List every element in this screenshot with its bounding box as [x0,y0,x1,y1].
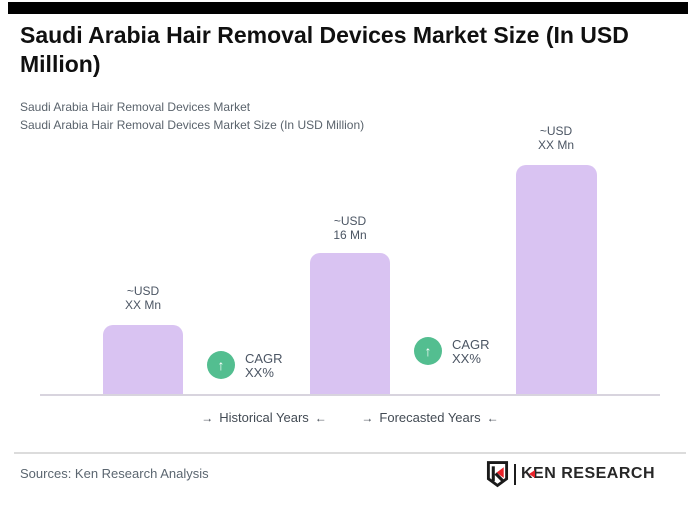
axis-label-forecasted-years: → Forecasted Years ← [361,410,498,425]
page-title: Saudi Arabia Hair Removal Devices Market… [20,22,629,77]
arrow-left-icon: ← [486,410,499,425]
cagr-text: CAGR [452,337,490,352]
arrow-right-icon: → [361,410,374,425]
arrow-left-icon: ← [314,410,327,425]
bar-label-line: 16 Mn [333,228,367,242]
bar-label-line: XX Mn [124,298,161,312]
ken-research-shield-icon [486,461,509,488]
up-arrow-icon: ↑ [414,337,442,365]
bar-historical [103,325,183,395]
bar-label-line: ~USD [333,214,367,228]
ken-research-logo: KEN RESEARCH [486,460,655,488]
sources-text: Sources: Ken Research Analysis [20,466,209,481]
cagr-value: XX% [452,351,481,366]
cagr-value: XX% [245,365,274,380]
bar-label-line: ~USD [126,284,160,298]
bar-base-year [310,253,390,395]
cagr-badge-1: ↑ CAGR XX% [207,351,283,380]
logo-text: KEN RESEARCH [521,465,656,482]
axis-label-text: Forecasted Years [379,410,481,425]
bar-label-line: XX Mn [537,138,574,152]
bar-forecast [516,165,597,395]
axis-label-text: Historical Years [219,410,309,425]
axis-label-historical-years: → Historical Years ← [201,410,327,425]
arrow-right-icon: → [201,410,214,425]
logo-wordmark: KEN RESEARCH [521,465,655,483]
subtitle: Saudi Arabia Hair Removal Devices Market… [20,98,364,134]
bar-value-label-historical: ~USD XX Mn [83,284,203,312]
x-axis-line [40,394,660,396]
top-black-bar [8,2,688,14]
subtitle-line-2: Saudi Arabia Hair Removal Devices Market… [20,118,365,132]
bar-value-label-base: ~USD 16 Mn [290,214,410,242]
footer-divider [14,452,686,454]
cagr-label: CAGR XX% [245,351,283,380]
logo-k-red-wedge-icon [529,470,535,478]
cagr-text: CAGR [245,351,283,366]
logo-divider [514,463,516,485]
cagr-label: CAGR XX% [452,337,490,366]
bar-value-label-forecast: ~USD XX Mn [496,124,616,152]
cagr-badge-2: ↑ CAGR XX% [414,337,490,366]
bar-label-line: ~USD [539,124,573,138]
up-arrow-icon: ↑ [207,351,235,379]
subtitle-line-1: Saudi Arabia Hair Removal Devices Market [20,100,251,114]
